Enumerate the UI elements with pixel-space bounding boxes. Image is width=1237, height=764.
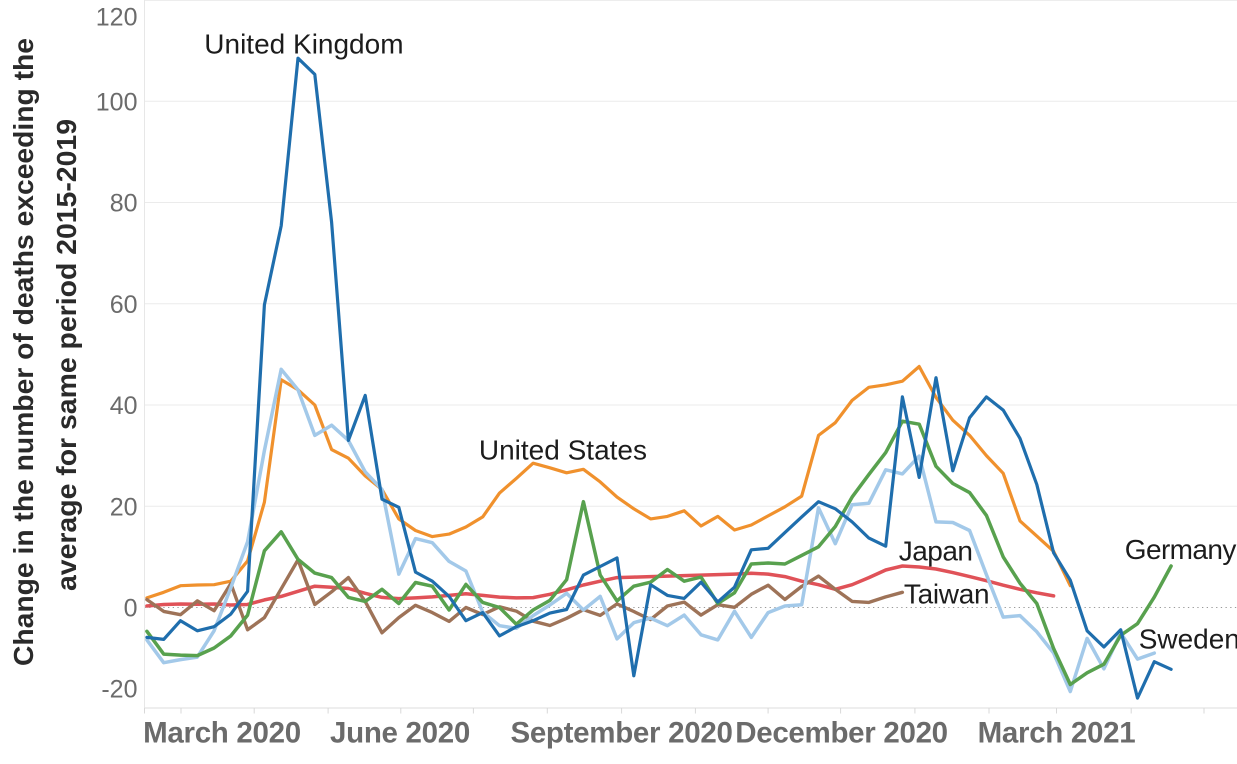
svg-text:Change in the number of deaths: Change in the number of deaths exceeding… <box>8 38 39 666</box>
svg-text:Germany: Germany <box>1125 534 1237 565</box>
svg-text:March 2021: March 2021 <box>978 717 1136 750</box>
svg-text:-20: -20 <box>101 675 137 703</box>
svg-text:June 2020: June 2020 <box>330 717 470 750</box>
svg-text:United States: United States <box>479 435 647 466</box>
svg-text:Sweden: Sweden <box>1139 623 1237 654</box>
svg-text:Japan: Japan <box>899 535 973 566</box>
svg-text:60: 60 <box>110 291 138 319</box>
svg-text:20: 20 <box>110 493 138 521</box>
svg-text:March 2020: March 2020 <box>143 717 301 750</box>
svg-text:United Kingdom: United Kingdom <box>204 28 403 59</box>
svg-text:December 2020: December 2020 <box>735 717 948 750</box>
svg-text:September 2020: September 2020 <box>510 717 732 750</box>
svg-text:0: 0 <box>124 595 138 623</box>
svg-text:Taiwan: Taiwan <box>904 578 989 609</box>
svg-text:80: 80 <box>110 190 138 218</box>
svg-text:average for same period 2015-2: average for same period 2015-2019 <box>51 119 82 591</box>
svg-text:40: 40 <box>110 392 138 420</box>
svg-text:100: 100 <box>96 88 138 116</box>
svg-text:120: 120 <box>96 4 138 32</box>
